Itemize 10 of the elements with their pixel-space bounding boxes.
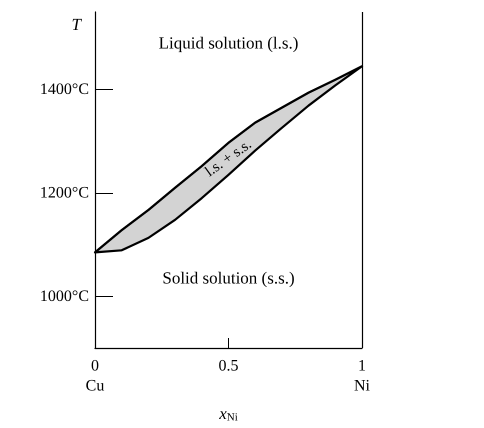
y-tick-label: 1200°C (40, 184, 89, 202)
annotation: l.s. + s.s. (202, 136, 255, 180)
annotation: Solid solution (s.s.) (162, 268, 295, 288)
x-tick-label: 0.5 (218, 358, 238, 374)
x-tick-label: 0 Cu (86, 358, 104, 394)
y-tick-label: 1000°C (40, 288, 89, 305)
annotation: Liquid solution (l.s.) (158, 34, 298, 53)
x-tick-label: 1 Ni (354, 358, 371, 394)
y-axis-title: T (72, 15, 83, 34)
y-tick-label: 1400°C (40, 81, 89, 98)
